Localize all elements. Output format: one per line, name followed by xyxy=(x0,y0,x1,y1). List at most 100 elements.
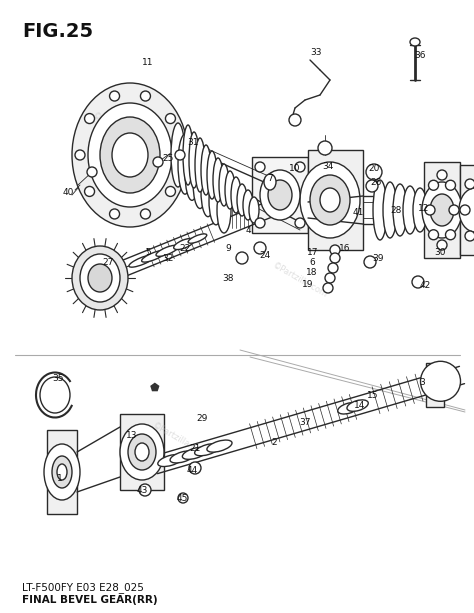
Ellipse shape xyxy=(264,174,276,190)
Bar xyxy=(424,162,460,258)
Text: 18: 18 xyxy=(306,267,318,276)
Text: 25: 25 xyxy=(162,153,173,162)
Ellipse shape xyxy=(295,218,305,228)
Ellipse shape xyxy=(430,194,454,226)
Text: 27: 27 xyxy=(102,257,114,267)
Ellipse shape xyxy=(109,91,119,101)
Ellipse shape xyxy=(249,197,259,223)
Ellipse shape xyxy=(135,443,149,461)
Ellipse shape xyxy=(366,180,378,192)
Ellipse shape xyxy=(112,133,148,177)
Ellipse shape xyxy=(330,253,340,263)
Ellipse shape xyxy=(289,114,301,126)
Ellipse shape xyxy=(72,246,128,310)
Text: 34: 34 xyxy=(322,161,334,170)
Ellipse shape xyxy=(338,403,359,414)
Text: 22: 22 xyxy=(179,243,191,253)
Text: 41: 41 xyxy=(352,207,364,216)
Text: 33: 33 xyxy=(310,47,322,56)
Ellipse shape xyxy=(420,361,461,402)
Ellipse shape xyxy=(254,242,266,254)
Ellipse shape xyxy=(175,150,185,160)
Ellipse shape xyxy=(219,164,229,206)
Ellipse shape xyxy=(422,182,462,238)
Ellipse shape xyxy=(207,151,217,199)
Ellipse shape xyxy=(373,180,387,240)
Ellipse shape xyxy=(459,188,474,232)
Ellipse shape xyxy=(178,493,188,503)
Ellipse shape xyxy=(188,234,207,243)
Bar xyxy=(252,157,308,233)
Text: 35: 35 xyxy=(52,373,64,383)
Ellipse shape xyxy=(57,464,67,480)
Text: 36: 36 xyxy=(414,50,426,59)
Ellipse shape xyxy=(140,91,150,101)
Text: 9: 9 xyxy=(225,243,231,253)
Text: 45: 45 xyxy=(176,493,188,503)
Bar xyxy=(47,430,77,514)
Text: 14: 14 xyxy=(354,400,365,409)
Ellipse shape xyxy=(178,134,192,194)
Ellipse shape xyxy=(446,230,456,240)
Ellipse shape xyxy=(207,440,232,452)
Text: ©Partzilla.com: ©Partzilla.com xyxy=(151,421,209,459)
Ellipse shape xyxy=(88,264,112,292)
Text: ©Partzilla.com: ©Partzilla.com xyxy=(271,261,329,299)
Ellipse shape xyxy=(412,276,424,288)
Ellipse shape xyxy=(185,147,199,200)
Text: 12: 12 xyxy=(419,204,430,213)
Text: 21: 21 xyxy=(189,443,201,452)
Ellipse shape xyxy=(156,245,178,256)
Text: ⬟: ⬟ xyxy=(150,383,160,393)
Text: 19: 19 xyxy=(302,280,314,289)
Text: 40: 40 xyxy=(62,188,73,197)
Text: 10: 10 xyxy=(289,164,301,172)
Text: 3: 3 xyxy=(419,378,425,387)
Ellipse shape xyxy=(84,186,94,196)
Ellipse shape xyxy=(165,113,175,124)
Ellipse shape xyxy=(213,158,223,202)
Ellipse shape xyxy=(366,164,382,180)
Text: 32: 32 xyxy=(162,254,173,262)
Ellipse shape xyxy=(255,162,265,172)
Ellipse shape xyxy=(323,283,333,293)
Ellipse shape xyxy=(193,156,207,208)
Text: 30: 30 xyxy=(434,248,446,256)
Text: 29: 29 xyxy=(196,414,208,422)
Ellipse shape xyxy=(75,150,85,160)
Ellipse shape xyxy=(189,462,201,474)
Ellipse shape xyxy=(393,184,407,236)
Text: 37: 37 xyxy=(299,417,311,427)
Ellipse shape xyxy=(195,444,220,455)
Ellipse shape xyxy=(217,187,231,233)
Ellipse shape xyxy=(446,180,456,190)
Text: 24: 24 xyxy=(259,251,271,259)
Ellipse shape xyxy=(243,190,253,220)
Text: 5: 5 xyxy=(145,248,151,256)
Ellipse shape xyxy=(318,141,332,155)
Ellipse shape xyxy=(129,255,155,267)
Bar xyxy=(120,414,164,490)
Ellipse shape xyxy=(120,424,164,480)
Text: 6: 6 xyxy=(309,257,315,267)
Ellipse shape xyxy=(237,184,247,216)
Ellipse shape xyxy=(189,132,199,188)
Ellipse shape xyxy=(320,188,340,212)
Ellipse shape xyxy=(383,182,397,238)
Ellipse shape xyxy=(183,125,193,185)
Ellipse shape xyxy=(88,103,172,207)
Ellipse shape xyxy=(201,145,211,195)
Ellipse shape xyxy=(460,205,470,215)
Ellipse shape xyxy=(231,177,241,213)
Ellipse shape xyxy=(100,117,160,193)
Text: 38: 38 xyxy=(222,273,234,283)
Ellipse shape xyxy=(330,245,340,255)
Ellipse shape xyxy=(437,240,447,250)
Text: FIG.25: FIG.25 xyxy=(22,22,93,41)
Text: 28: 28 xyxy=(390,205,401,215)
Ellipse shape xyxy=(410,38,420,46)
Ellipse shape xyxy=(87,167,97,177)
Ellipse shape xyxy=(170,451,195,463)
Ellipse shape xyxy=(109,209,119,219)
Text: 4: 4 xyxy=(245,226,251,235)
